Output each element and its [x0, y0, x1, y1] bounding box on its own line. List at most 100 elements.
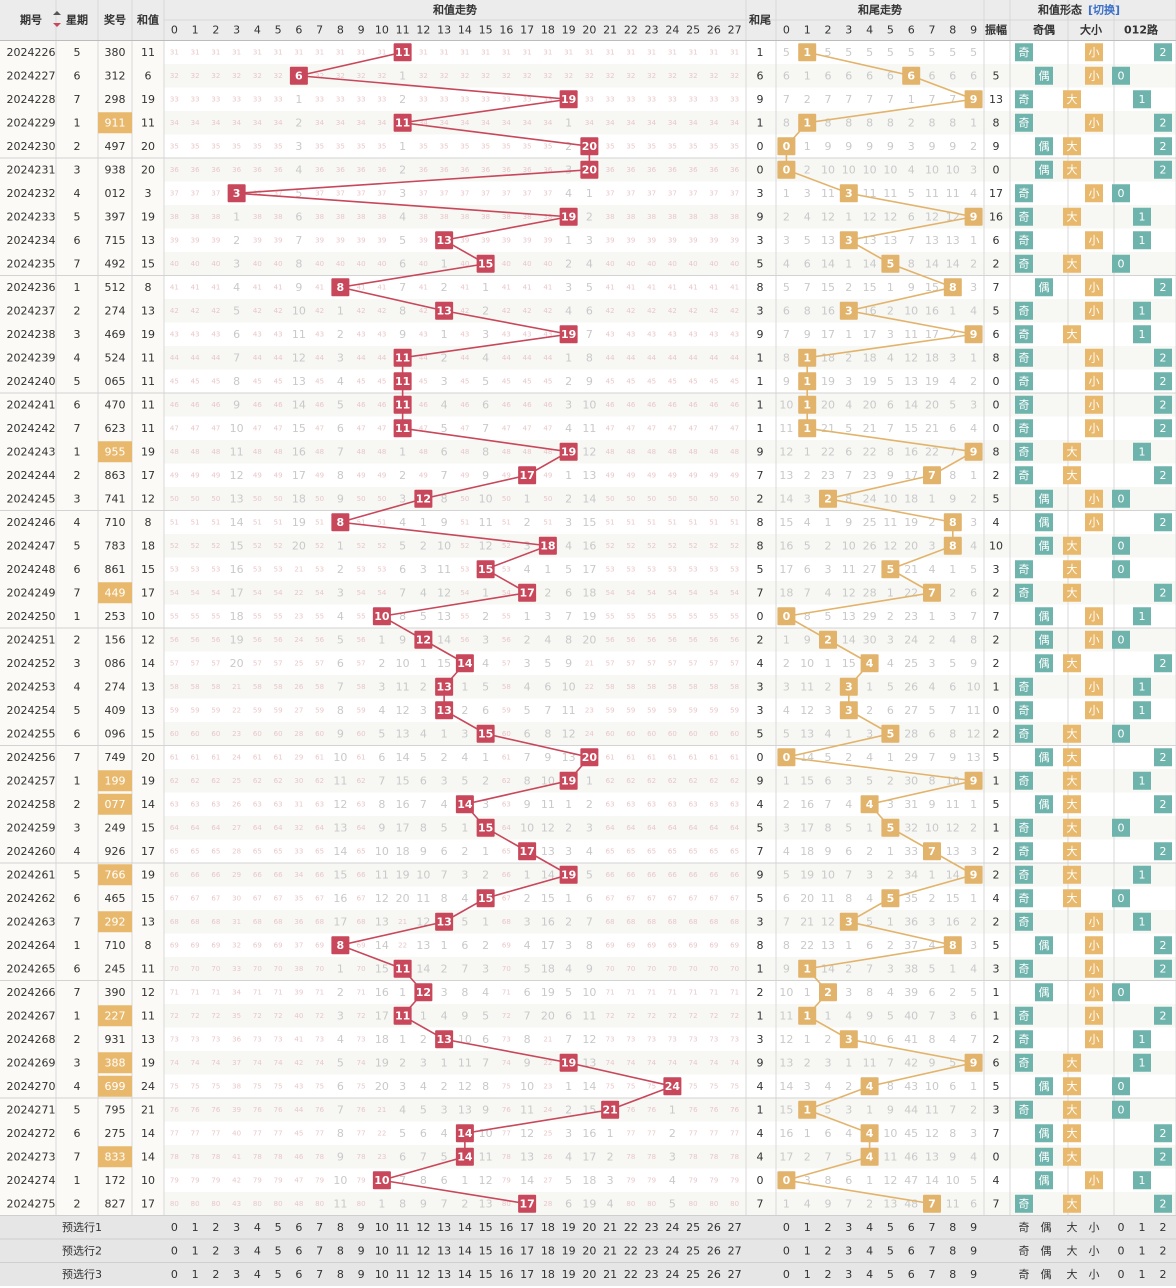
- preselect-sum-option[interactable]: 20: [582, 1244, 596, 1257]
- preselect-sum-option[interactable]: 26: [707, 1221, 721, 1234]
- preselect-tail-option[interactable]: 9: [970, 1268, 977, 1281]
- preselect-route-0[interactable]: 0: [1118, 1244, 1125, 1257]
- sort-down-icon[interactable]: [53, 23, 61, 27]
- preselect-sum-option[interactable]: 2: [212, 1268, 219, 1281]
- preselect-tail-option[interactable]: 1: [804, 1221, 811, 1234]
- preselect-sum-option[interactable]: 24: [665, 1221, 679, 1234]
- preselect-sum-option[interactable]: 12: [416, 1244, 430, 1257]
- preselect-sum-option[interactable]: 0: [171, 1268, 178, 1281]
- preselect-sum-option[interactable]: 1: [192, 1244, 199, 1257]
- preselect-even[interactable]: 偶: [1041, 1268, 1052, 1281]
- preselect-sum-option[interactable]: 14: [458, 1221, 472, 1234]
- preselect-sum-option[interactable]: 22: [624, 1221, 638, 1234]
- preselect-sum-option[interactable]: 7: [316, 1268, 323, 1281]
- preselect-sum-option[interactable]: 24: [665, 1268, 679, 1281]
- preselect-sum-option[interactable]: 21: [603, 1244, 617, 1257]
- preselect-tail-option[interactable]: 2: [825, 1244, 832, 1257]
- preselect-sum-option[interactable]: 13: [437, 1268, 451, 1281]
- preselect-sum-option[interactable]: 17: [520, 1244, 534, 1257]
- preselect-sum-option[interactable]: 11: [396, 1221, 410, 1234]
- preselect-sum-option[interactable]: 14: [458, 1244, 472, 1257]
- preselect-tail-option[interactable]: 7: [929, 1244, 936, 1257]
- preselect-sum-option[interactable]: 25: [686, 1221, 700, 1234]
- preselect-sum-option[interactable]: 7: [316, 1244, 323, 1257]
- preselect-sum-option[interactable]: 22: [624, 1244, 638, 1257]
- preselect-tail-option[interactable]: 5: [887, 1221, 894, 1234]
- preselect-tail-option[interactable]: 5: [887, 1268, 894, 1281]
- preselect-sum-option[interactable]: 3: [233, 1244, 240, 1257]
- preselect-sum-option[interactable]: 27: [728, 1221, 742, 1234]
- preselect-big[interactable]: 大: [1067, 1243, 1078, 1257]
- preselect-sum-option[interactable]: 14: [458, 1268, 472, 1281]
- preselect-sum-option[interactable]: 21: [603, 1268, 617, 1281]
- preselect-sum-option[interactable]: 23: [645, 1244, 659, 1257]
- preselect-tail-option[interactable]: 8: [949, 1244, 956, 1257]
- preselect-sum-option[interactable]: 16: [499, 1244, 513, 1257]
- preselect-tail-option[interactable]: 8: [949, 1268, 956, 1281]
- preselect-tail-option[interactable]: 9: [970, 1221, 977, 1234]
- preselect-sum-option[interactable]: 16: [499, 1268, 513, 1281]
- preselect-sum-option[interactable]: 18: [541, 1221, 555, 1234]
- preselect-tail-option[interactable]: 2: [825, 1268, 832, 1281]
- preselect-route-2[interactable]: 2: [1160, 1268, 1167, 1281]
- preselect-sum-option[interactable]: 18: [541, 1244, 555, 1257]
- preselect-sum-option[interactable]: 10: [375, 1221, 389, 1234]
- preselect-sum-option[interactable]: 9: [358, 1268, 365, 1281]
- preselect-sum-option[interactable]: 1: [192, 1268, 199, 1281]
- preselect-sum-option[interactable]: 0: [171, 1244, 178, 1257]
- preselect-sum-option[interactable]: 3: [233, 1221, 240, 1234]
- preselect-tail-option[interactable]: 0: [783, 1221, 790, 1234]
- preselect-sum-option[interactable]: 26: [707, 1244, 721, 1257]
- preselect-tail-option[interactable]: 5: [887, 1244, 894, 1257]
- preselect-sum-option[interactable]: 27: [728, 1244, 742, 1257]
- preselect-big[interactable]: 大: [1067, 1267, 1078, 1281]
- preselect-sum-option[interactable]: 13: [437, 1221, 451, 1234]
- preselect-tail-option[interactable]: 6: [908, 1244, 915, 1257]
- preselect-sum-option[interactable]: 5: [275, 1244, 282, 1257]
- switch-link[interactable]: [切换]: [1088, 3, 1120, 17]
- sort-up-icon[interactable]: [53, 11, 61, 15]
- preselect-sum-option[interactable]: 24: [665, 1244, 679, 1257]
- preselect-sum-option[interactable]: 19: [562, 1244, 576, 1257]
- preselect-tail-option[interactable]: 2: [825, 1221, 832, 1234]
- preselect-tail-option[interactable]: 1: [804, 1268, 811, 1281]
- preselect-sum-option[interactable]: 11: [396, 1268, 410, 1281]
- preselect-sum-option[interactable]: 9: [358, 1244, 365, 1257]
- preselect-small[interactable]: 小: [1089, 1268, 1100, 1281]
- preselect-tail-option[interactable]: 1: [804, 1244, 811, 1257]
- preselect-sum-option[interactable]: 2: [212, 1221, 219, 1234]
- preselect-route-2[interactable]: 2: [1160, 1244, 1167, 1257]
- preselect-sum-option[interactable]: 16: [499, 1221, 513, 1234]
- preselect-sum-option[interactable]: 8: [337, 1221, 344, 1234]
- preselect-sum-option[interactable]: 19: [562, 1268, 576, 1281]
- preselect-sum-option[interactable]: 4: [254, 1268, 261, 1281]
- preselect-tail-option[interactable]: 9: [970, 1244, 977, 1257]
- preselect-sum-option[interactable]: 20: [582, 1268, 596, 1281]
- preselect-tail-option[interactable]: 3: [845, 1244, 852, 1257]
- preselect-tail-option[interactable]: 7: [929, 1221, 936, 1234]
- preselect-sum-option[interactable]: 8: [337, 1268, 344, 1281]
- preselect-sum-option[interactable]: 17: [520, 1221, 534, 1234]
- preselect-sum-option[interactable]: 1: [192, 1221, 199, 1234]
- preselect-sum-option[interactable]: 21: [603, 1221, 617, 1234]
- preselect-route-0[interactable]: 0: [1118, 1268, 1125, 1281]
- preselect-sum-option[interactable]: 11: [396, 1244, 410, 1257]
- preselect-sum-option[interactable]: 10: [375, 1244, 389, 1257]
- preselect-sum-option[interactable]: 10: [375, 1268, 389, 1281]
- preselect-sum-option[interactable]: 26: [707, 1268, 721, 1281]
- preselect-route-1[interactable]: 1: [1139, 1221, 1146, 1234]
- preselect-even[interactable]: 偶: [1041, 1244, 1052, 1257]
- preselect-sum-option[interactable]: 17: [520, 1268, 534, 1281]
- preselect-sum-option[interactable]: 19: [562, 1221, 576, 1234]
- preselect-route-1[interactable]: 1: [1139, 1244, 1146, 1257]
- preselect-tail-option[interactable]: 0: [783, 1244, 790, 1257]
- preselect-small[interactable]: 小: [1089, 1221, 1100, 1234]
- preselect-odd[interactable]: 奇: [1019, 1268, 1030, 1281]
- preselect-sum-option[interactable]: 25: [686, 1244, 700, 1257]
- preselect-route-1[interactable]: 1: [1139, 1268, 1146, 1281]
- preselect-tail-option[interactable]: 4: [866, 1244, 873, 1257]
- preselect-even[interactable]: 偶: [1041, 1221, 1052, 1234]
- preselect-small[interactable]: 小: [1089, 1244, 1100, 1257]
- preselect-sum-option[interactable]: 4: [254, 1244, 261, 1257]
- preselect-sum-option[interactable]: 8: [337, 1244, 344, 1257]
